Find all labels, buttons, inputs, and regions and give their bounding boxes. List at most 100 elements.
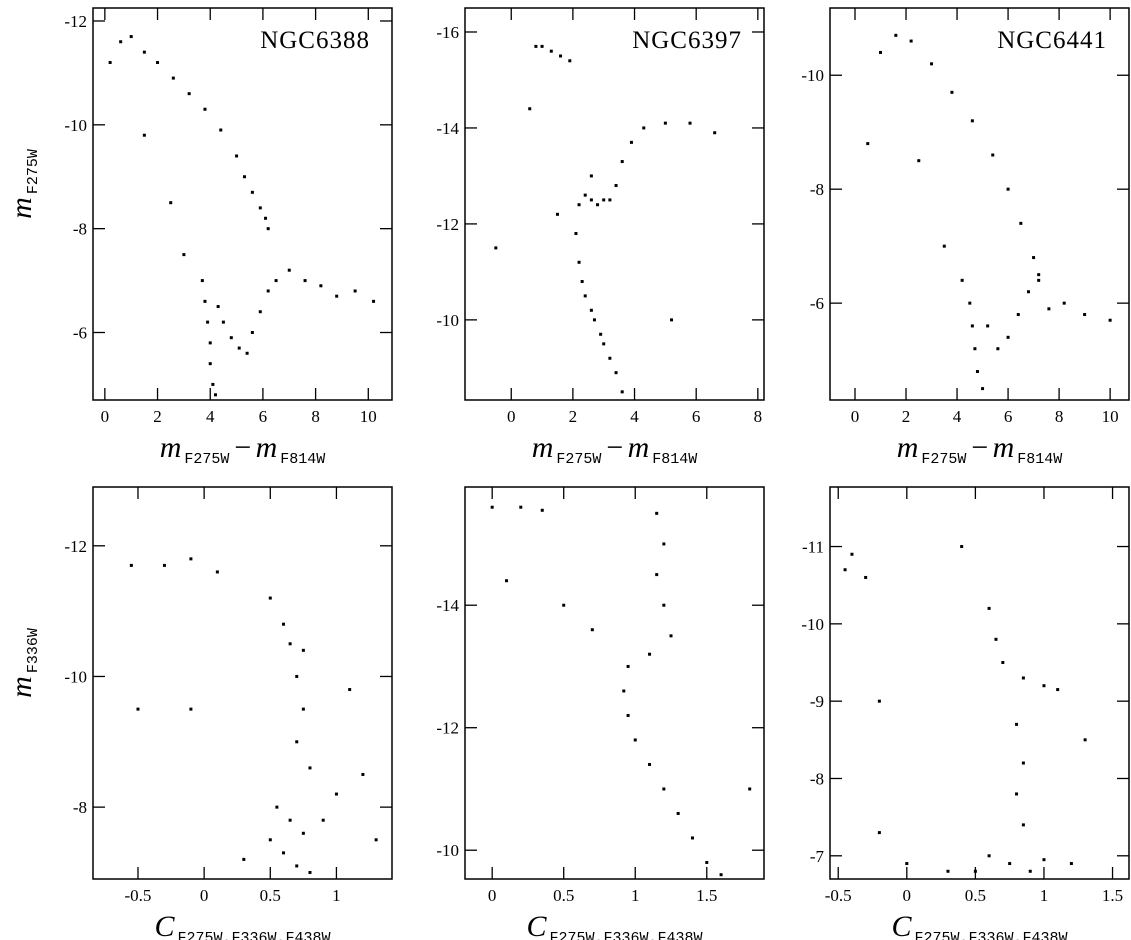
label-text: m	[897, 431, 919, 464]
x-tick-label: 0	[488, 886, 497, 905]
point	[189, 557, 193, 561]
point	[877, 699, 881, 703]
point	[1042, 684, 1046, 688]
point	[688, 121, 692, 125]
y-tick-label: -9	[810, 692, 824, 711]
y-tick-label: -11	[802, 538, 824, 557]
y-tick-label: -12	[436, 215, 459, 234]
label-text: m	[256, 431, 278, 464]
point	[250, 190, 254, 194]
panel: -14 -12 -10 0 0.5 1 1.5 C F275W,F336W,F438W	[436, 486, 765, 940]
point	[189, 707, 193, 711]
x-tick-label: 2	[902, 407, 911, 426]
point	[266, 289, 270, 293]
point	[748, 787, 752, 791]
point	[879, 50, 883, 54]
chart-title: NGC6397	[632, 27, 742, 54]
point	[1028, 869, 1032, 873]
x-tick-label: 10	[360, 407, 377, 426]
y-tick-label: -10	[64, 116, 87, 135]
point	[583, 193, 587, 197]
x-axis-label: C F275W,F336W,F438W	[526, 910, 702, 940]
x-tick-label: 6	[259, 407, 268, 426]
point	[662, 603, 666, 607]
point	[866, 142, 870, 146]
plot-frame	[92, 7, 393, 401]
point	[648, 762, 652, 766]
x-tick-label: 8	[311, 407, 320, 426]
point	[216, 305, 220, 309]
point	[690, 836, 694, 840]
point	[994, 637, 998, 641]
point	[864, 575, 868, 579]
point	[1062, 301, 1066, 305]
point	[577, 260, 581, 264]
point	[258, 310, 262, 314]
y-tick-label: -10	[801, 615, 824, 634]
label-subscript: F275W,F336W,F438W	[177, 930, 330, 940]
point	[235, 154, 239, 158]
point	[719, 873, 723, 877]
point	[986, 324, 990, 328]
point	[335, 294, 339, 298]
y-axis-label: m F336W	[5, 628, 42, 698]
point	[562, 603, 566, 607]
point	[540, 508, 544, 512]
point	[713, 131, 717, 135]
point	[950, 90, 954, 94]
point	[970, 119, 974, 123]
point	[494, 246, 498, 250]
point	[655, 573, 659, 577]
point	[590, 628, 594, 632]
y-tick-label: -10	[436, 841, 459, 860]
y-tick-label: -6	[73, 324, 87, 343]
point	[295, 864, 299, 868]
point	[301, 707, 305, 711]
label-text: C	[526, 910, 547, 940]
point	[250, 331, 254, 335]
point	[303, 279, 307, 283]
label-text: m	[160, 431, 182, 464]
point	[266, 227, 270, 231]
point	[620, 390, 624, 394]
point	[975, 370, 979, 374]
point	[1001, 661, 1005, 665]
y-tick-label: -14	[436, 596, 459, 615]
point	[490, 505, 494, 509]
point	[268, 596, 272, 600]
point	[1108, 318, 1112, 322]
point	[1021, 823, 1025, 827]
x-tick-label: 8	[754, 407, 763, 426]
point	[206, 320, 210, 324]
x-tick-label: -0.5	[825, 886, 852, 905]
point	[1015, 792, 1019, 796]
label-subscript: F275W,F336W,F438W	[549, 930, 702, 940]
point	[1037, 273, 1041, 277]
point	[136, 707, 140, 711]
point	[629, 140, 633, 144]
point	[626, 664, 630, 668]
plot-frame	[829, 7, 1130, 401]
point	[288, 818, 292, 822]
x-tick-label: 1	[631, 886, 640, 905]
point	[182, 253, 186, 257]
point	[288, 642, 292, 646]
x-tick-label: 0	[507, 407, 516, 426]
point	[642, 126, 646, 130]
y-tick-label: -8	[810, 180, 824, 199]
x-tick-label: 0.5	[260, 886, 281, 905]
y-tick-label: -10	[801, 66, 824, 85]
point	[676, 811, 680, 815]
y-tick-label: -12	[64, 537, 87, 556]
point	[602, 198, 606, 202]
x-tick-label: 4	[206, 407, 215, 426]
label-subscript: F814W	[1017, 451, 1062, 468]
point	[622, 689, 626, 693]
label-text: m	[993, 431, 1015, 464]
point	[308, 870, 312, 874]
point	[942, 244, 946, 248]
point	[580, 279, 584, 283]
point	[655, 511, 659, 515]
